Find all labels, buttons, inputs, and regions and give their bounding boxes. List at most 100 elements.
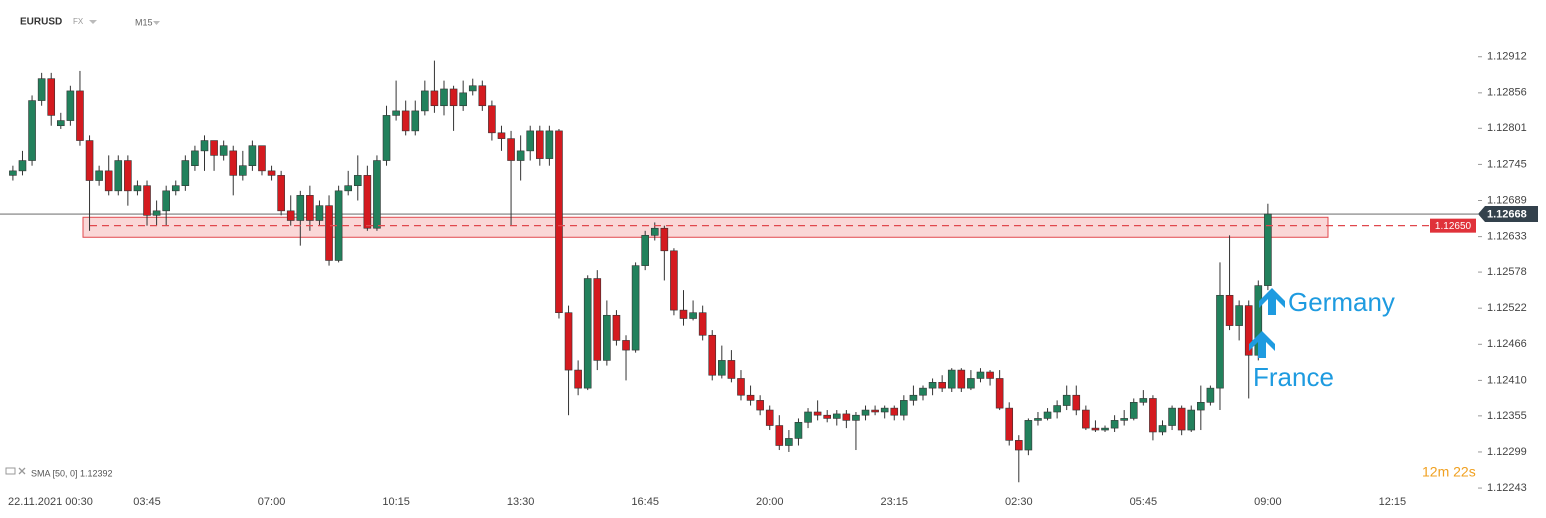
candle-body bbox=[363, 175, 372, 229]
candle-body bbox=[1129, 402, 1138, 419]
zone-level-tag bbox=[1430, 218, 1476, 233]
candle-body bbox=[919, 387, 927, 396]
candle-body bbox=[421, 90, 429, 112]
y-tick-label: 1.12355 bbox=[1487, 410, 1527, 422]
candle-body bbox=[440, 88, 448, 107]
market[interactable]: FX bbox=[73, 17, 84, 26]
candle-body bbox=[1149, 398, 1157, 433]
candle-body bbox=[698, 312, 707, 336]
candle-body bbox=[152, 210, 161, 216]
timeframe-caret[interactable] bbox=[153, 21, 160, 25]
candle-body bbox=[133, 185, 142, 192]
candle-body bbox=[9, 170, 17, 176]
y-tick-label: 1.12466 bbox=[1487, 338, 1527, 350]
candle-body bbox=[1101, 427, 1109, 431]
candle-body bbox=[1043, 411, 1052, 419]
candle-body bbox=[516, 150, 525, 161]
x-tick-label: 07:00 bbox=[258, 496, 286, 508]
x-tick-label: 13:30 bbox=[507, 496, 535, 508]
candle-body bbox=[1082, 409, 1090, 429]
candle-body bbox=[737, 378, 745, 396]
candle-body bbox=[1264, 213, 1272, 286]
candle-body bbox=[1053, 405, 1061, 413]
candle-body bbox=[718, 360, 726, 376]
candle-body bbox=[162, 190, 170, 212]
candle-body bbox=[488, 105, 496, 134]
candle-body bbox=[555, 130, 563, 313]
y-tick-label: 1.12243 bbox=[1487, 482, 1527, 494]
x-tick-label: 05:45 bbox=[1130, 496, 1158, 508]
candle-body bbox=[1024, 420, 1033, 451]
candle-body bbox=[535, 130, 544, 159]
candle-body bbox=[229, 150, 238, 176]
y-tick-label: 1.12801 bbox=[1487, 122, 1527, 134]
market-caret[interactable] bbox=[89, 20, 97, 24]
candle-body bbox=[1034, 418, 1042, 421]
candle-body bbox=[1139, 398, 1148, 403]
x-tick-label: 10:15 bbox=[382, 496, 410, 508]
current-price-label: 1.12668 bbox=[1487, 208, 1527, 220]
y-tick-label: 1.12912 bbox=[1487, 51, 1527, 63]
candle-body bbox=[1091, 427, 1100, 431]
candle-body bbox=[1005, 407, 1014, 441]
x-tick-label: 09:00 bbox=[1254, 496, 1282, 508]
x-tick-label: 16:45 bbox=[631, 496, 659, 508]
candle-body bbox=[603, 314, 611, 361]
candle-body bbox=[785, 438, 793, 446]
candle-body bbox=[315, 205, 324, 221]
candle-body bbox=[478, 85, 487, 107]
timeframe[interactable]: M15 bbox=[135, 17, 153, 27]
candle-body bbox=[1158, 425, 1167, 433]
candle-body bbox=[1187, 409, 1196, 431]
candle-body bbox=[306, 195, 314, 221]
candle-body bbox=[928, 382, 937, 389]
x-tick-label: 12:15 bbox=[1379, 496, 1407, 508]
candle-timer: 12m 22s bbox=[1422, 464, 1476, 480]
candle-body bbox=[832, 413, 841, 419]
indicator-close[interactable] bbox=[18, 467, 26, 475]
candle-body bbox=[95, 170, 103, 181]
symbol[interactable]: EURUSD bbox=[20, 17, 62, 28]
candle-body bbox=[430, 90, 439, 107]
candle-body bbox=[210, 140, 218, 156]
candle-body bbox=[497, 132, 506, 139]
candle-body bbox=[852, 414, 860, 421]
y-tick-label: 1.12633 bbox=[1487, 231, 1527, 243]
candle-body bbox=[507, 138, 515, 161]
candle-body bbox=[909, 394, 918, 401]
candle-body bbox=[890, 407, 899, 416]
x-tick-label: 02:30 bbox=[1005, 496, 1033, 508]
candle-body bbox=[47, 78, 56, 116]
indicator-icon[interactable] bbox=[5, 467, 16, 475]
candle-body bbox=[593, 278, 602, 361]
candle-body bbox=[1168, 407, 1176, 426]
candle-body bbox=[459, 92, 467, 107]
candle-body bbox=[900, 400, 908, 416]
candle-body bbox=[449, 88, 458, 107]
candle-body bbox=[248, 145, 257, 166]
candle-body bbox=[239, 165, 247, 176]
candle-body bbox=[823, 414, 832, 419]
annotation-label: Germany bbox=[1288, 287, 1395, 317]
candle-body bbox=[689, 312, 697, 319]
candle-body bbox=[880, 407, 889, 413]
x-tick-label: 23:15 bbox=[880, 496, 908, 508]
candle-body bbox=[1062, 394, 1071, 406]
candle-body bbox=[765, 409, 774, 426]
candle-body bbox=[574, 369, 582, 389]
candle-body bbox=[957, 369, 966, 389]
current-price-tag bbox=[1478, 206, 1538, 223]
candle-body bbox=[171, 185, 180, 192]
candle-body bbox=[18, 160, 27, 172]
zone-level-label: 1.12650 bbox=[1435, 221, 1472, 232]
y-tick-label: 1.12410 bbox=[1487, 374, 1527, 386]
candle-body bbox=[813, 411, 822, 416]
germany-arrow bbox=[1259, 288, 1285, 315]
candle-body bbox=[641, 235, 649, 266]
candle-body bbox=[622, 340, 630, 351]
candle-body bbox=[277, 175, 285, 212]
candle-body bbox=[1197, 402, 1205, 411]
candle-body bbox=[871, 409, 879, 413]
candle-body bbox=[1244, 305, 1253, 356]
y-tick-label: 1.12578 bbox=[1487, 266, 1527, 278]
